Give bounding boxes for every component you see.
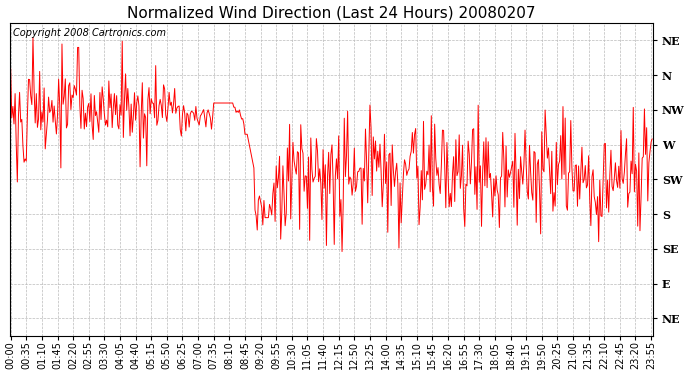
- Text: Copyright 2008 Cartronics.com: Copyright 2008 Cartronics.com: [13, 28, 166, 38]
- Title: Normalized Wind Direction (Last 24 Hours) 20080207: Normalized Wind Direction (Last 24 Hours…: [127, 6, 535, 21]
